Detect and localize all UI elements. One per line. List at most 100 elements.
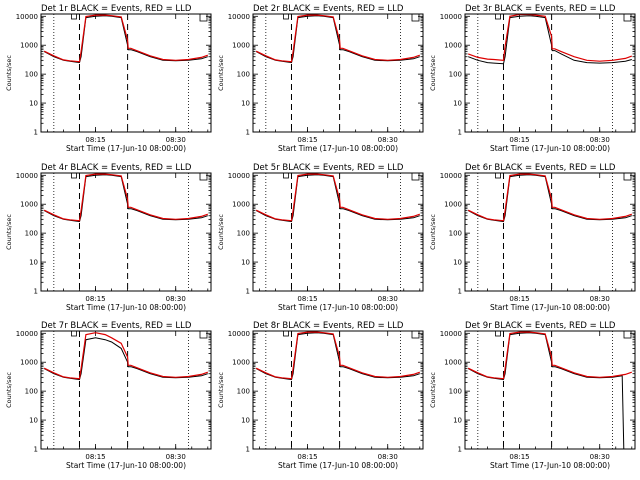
y-axis-label: Counts/sec: [217, 55, 225, 91]
y-tick-label: 1000: [444, 201, 462, 209]
y-tick-label: 100: [25, 71, 38, 79]
x-tick-label: 08:15: [509, 453, 529, 461]
y-tick-label: 1000: [20, 359, 38, 367]
panel-4: Det 4r BLACK = Events, RED = LLD 1 10 100 10…: [5, 163, 212, 312]
top-marker-box: [283, 330, 289, 337]
y-tick-label: 10000: [440, 172, 462, 180]
series-events: [255, 174, 420, 223]
y-tick-label: 100: [449, 388, 462, 396]
panel-title: Det 3r BLACK = Events, RED = LLD: [465, 4, 616, 14]
plot-frame: [40, 13, 212, 133]
y-tick-label: 10000: [228, 330, 250, 338]
series-lld: [467, 173, 632, 222]
series-events: [43, 174, 208, 223]
y-axis-label: Counts/sec: [217, 214, 225, 250]
y-tick-label: 10: [241, 417, 250, 425]
top-right-marker-box: [411, 172, 420, 181]
y-tick-label: 10: [241, 259, 250, 267]
top-right-marker-box: [411, 13, 420, 22]
plot-frame: [252, 13, 424, 133]
series-lld: [255, 331, 420, 380]
y-tick-label: 100: [25, 230, 38, 238]
y-tick-label: 10000: [228, 13, 250, 21]
x-tick-label: 08:15: [85, 295, 105, 303]
y-axis-label: Counts/sec: [429, 214, 437, 250]
y-axis-label: Counts/sec: [5, 372, 13, 408]
y-axis-label: Counts/sec: [217, 372, 225, 408]
series-lld: [255, 173, 420, 222]
y-tick-label: 10: [453, 417, 462, 425]
y-tick-label: 10000: [440, 330, 462, 338]
x-tick-label: 08:15: [85, 136, 105, 144]
y-axis-label: Counts/sec: [429, 55, 437, 91]
y-tick-label: 10: [453, 259, 462, 267]
y-tick-label: 1: [34, 129, 38, 137]
x-tick-label: 08:30: [378, 453, 398, 461]
panel-title: Det 1r BLACK = Events, RED = LLD: [41, 4, 192, 14]
series-lld: [43, 332, 208, 380]
x-tick-label: 08:15: [509, 295, 529, 303]
panel-title: Det 7r BLACK = Events, RED = LLD: [41, 321, 192, 331]
top-right-marker-box: [199, 13, 208, 22]
panel-title: Det 5r BLACK = Events, RED = LLD: [253, 163, 404, 173]
panel-5: Det 5r BLACK = Events, RED = LLD 1 10 100 10…: [217, 163, 424, 312]
series-lld: [467, 331, 632, 380]
y-axis-label: Counts/sec: [429, 372, 437, 408]
y-tick-label: 10000: [16, 13, 38, 21]
top-marker-box: [71, 330, 77, 337]
series-lld: [255, 14, 420, 63]
x-axis-label: Start Time (17-Jun-10 08:00:00): [278, 461, 398, 470]
x-axis-label: Start Time (17-Jun-10 08:00:00): [66, 461, 186, 470]
panel-8: Det 8r BLACK = Events, RED = LLD 1 10 100 10…: [217, 321, 424, 470]
x-tick-label: 08:30: [166, 295, 186, 303]
y-tick-label: 10: [29, 259, 38, 267]
y-tick-label: 10: [29, 100, 38, 108]
series-events: [467, 332, 632, 450]
plot-frame: [252, 330, 424, 450]
panel-3: Det 3r BLACK = Events, RED = LLD 1 10 100 10…: [429, 4, 636, 153]
series-lld: [43, 14, 208, 63]
y-tick-label: 1000: [232, 359, 250, 367]
panel-7: Det 7r BLACK = Events, RED = LLD 1 10 100 10…: [5, 321, 212, 470]
panel-title: Det 9r BLACK = Events, RED = LLD: [465, 321, 616, 331]
x-tick-label: 08:15: [509, 136, 529, 144]
y-tick-label: 1000: [20, 42, 38, 50]
panel-2: Det 2r BLACK = Events, RED = LLD 1 10 100 10…: [217, 4, 424, 153]
y-tick-label: 1: [458, 288, 462, 296]
y-tick-label: 100: [237, 230, 250, 238]
series-events: [255, 332, 420, 381]
x-axis-label: Start Time (17-Jun-10 08:00:00): [490, 303, 610, 312]
top-marker-box: [71, 172, 77, 179]
y-tick-label: 1: [458, 446, 462, 454]
top-right-marker-box: [623, 13, 632, 22]
panel-title: Det 6r BLACK = Events, RED = LLD: [465, 163, 616, 173]
top-marker-box: [495, 330, 501, 337]
y-tick-label: 1: [34, 446, 38, 454]
y-tick-label: 10000: [16, 330, 38, 338]
plot-frame: [252, 172, 424, 292]
y-tick-label: 100: [449, 230, 462, 238]
x-tick-label: 08:15: [297, 453, 317, 461]
x-tick-label: 08:15: [85, 453, 105, 461]
series-events: [43, 337, 208, 381]
x-tick-label: 08:30: [378, 295, 398, 303]
y-tick-label: 100: [25, 388, 38, 396]
panel-title: Det 2r BLACK = Events, RED = LLD: [253, 4, 404, 14]
panel-title: Det 4r BLACK = Events, RED = LLD: [41, 163, 192, 173]
x-tick-label: 08:30: [166, 136, 186, 144]
panel-title: Det 8r BLACK = Events, RED = LLD: [253, 321, 404, 331]
top-marker-box: [283, 172, 289, 179]
x-tick-label: 08:30: [590, 136, 610, 144]
y-tick-label: 1000: [20, 201, 38, 209]
y-axis-label: Counts/sec: [5, 55, 13, 91]
x-axis-label: Start Time (17-Jun-10 08:00:00): [278, 144, 398, 153]
panel-1: Det 1r BLACK = Events, RED = LLD 1 10 100 10…: [5, 4, 212, 153]
series-events: [467, 174, 632, 223]
plot-frame: [40, 330, 212, 450]
x-axis-label: Start Time (17-Jun-10 08:00:00): [66, 144, 186, 153]
y-tick-label: 1: [246, 446, 250, 454]
y-tick-label: 10: [453, 100, 462, 108]
plot-frame: [464, 172, 636, 292]
top-right-marker-box: [623, 172, 632, 181]
